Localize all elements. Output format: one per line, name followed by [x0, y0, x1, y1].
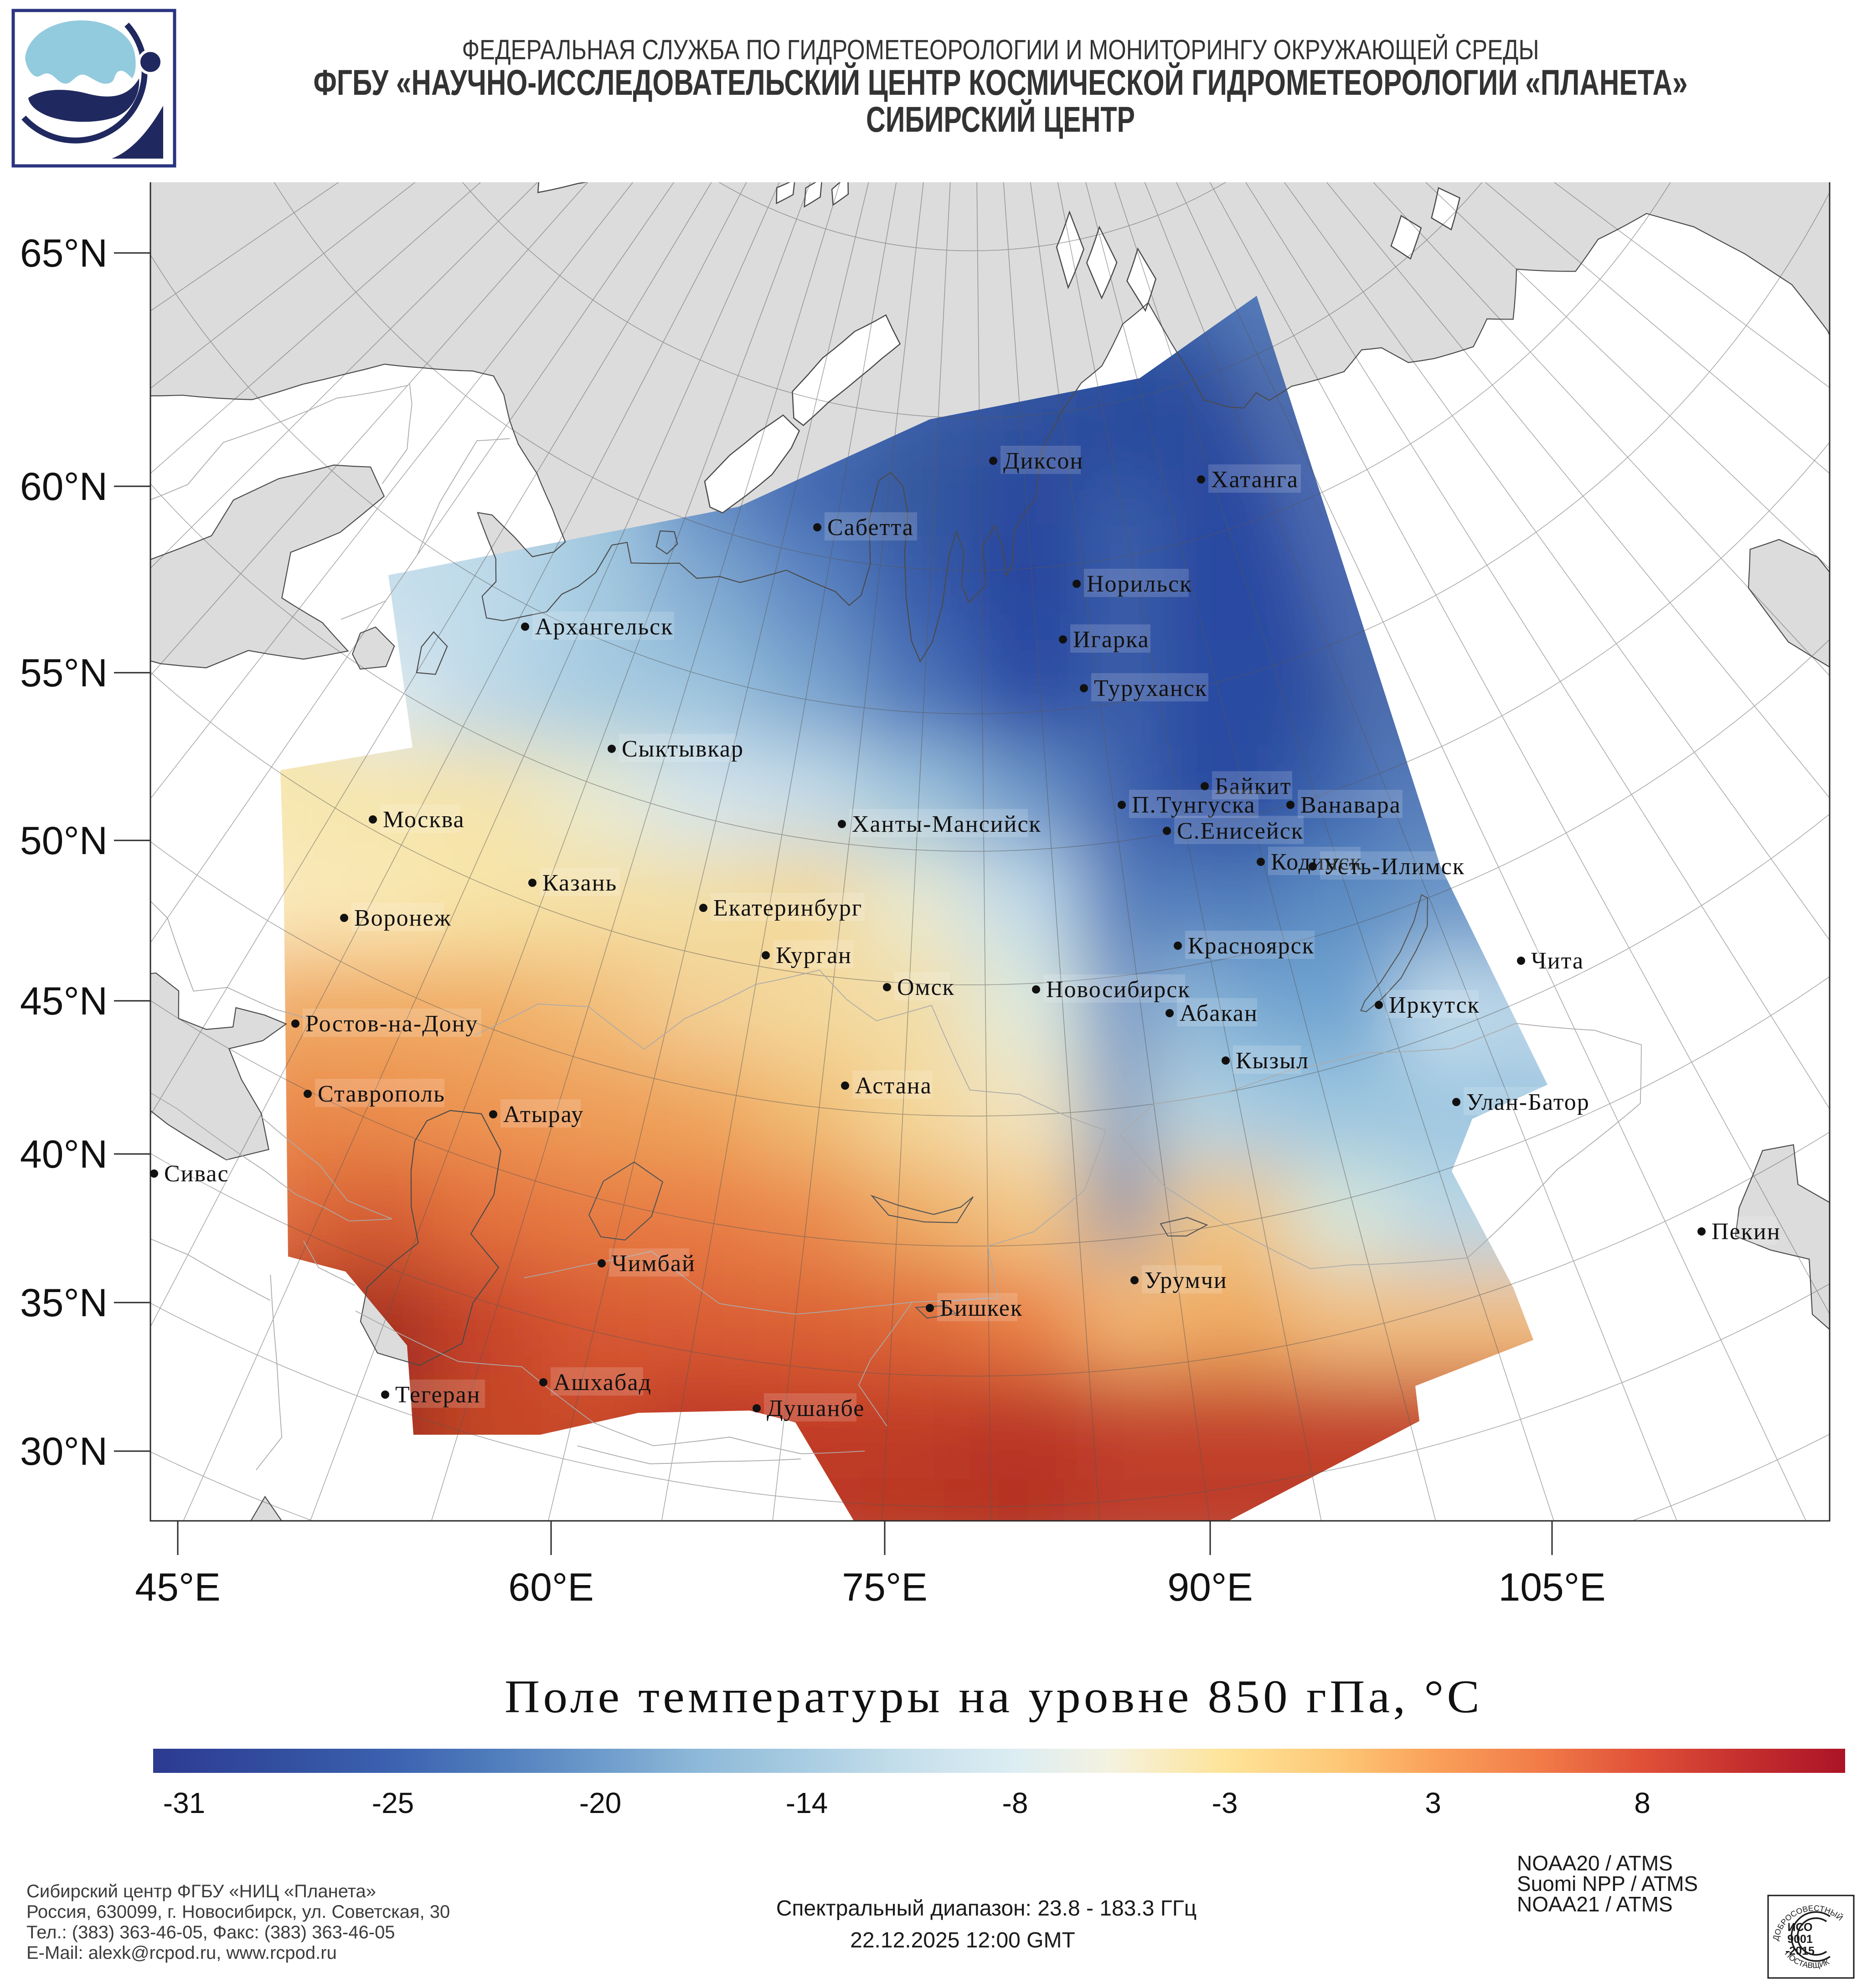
svg-text:Улан-Батор: Улан-Батор	[1466, 1089, 1590, 1115]
svg-text:Казань: Казань	[542, 870, 617, 896]
svg-text:60°N: 60°N	[20, 465, 108, 509]
svg-text:П.Тунгуска: П.Тунгуска	[1132, 792, 1256, 818]
svg-text:Урумчи: Урумчи	[1145, 1267, 1227, 1293]
svg-text:ФЕДЕРАЛЬНАЯ СЛУЖБА ПО ГИДРОМЕТ: ФЕДЕРАЛЬНАЯ СЛУЖБА ПО ГИДРОМЕТЕОРОЛОГИИ …	[462, 34, 1539, 65]
svg-text:Сыктывкар: Сыктывкар	[622, 736, 744, 762]
svg-text:E-Mail: alexk@rcpod.ru, www.rc: E-Mail: alexk@rcpod.ru, www.rcpod.ru	[26, 1943, 337, 1963]
svg-text:Бишкек: Бишкек	[940, 1295, 1023, 1321]
svg-text:-2015: -2015	[1785, 1945, 1815, 1957]
svg-text:Москва: Москва	[383, 807, 465, 833]
svg-text:-25: -25	[372, 1787, 414, 1819]
svg-text:Ставрополь: Ставрополь	[318, 1081, 445, 1107]
svg-text:Спектральный диапазон: 23.8 -: Спектральный диапазон: 23.8 - 183.3 ГГц	[776, 1896, 1197, 1921]
svg-text:105°E: 105°E	[1498, 1566, 1605, 1609]
svg-text:Норильск: Норильск	[1087, 571, 1192, 597]
svg-text:-3: -3	[1212, 1787, 1238, 1819]
svg-text:Воронеж: Воронеж	[354, 905, 452, 931]
svg-text:Туруханск: Туруханск	[1094, 675, 1207, 701]
svg-text:СИБИРСКИЙ ЦЕНТР: СИБИРСКИЙ ЦЕНТР	[866, 98, 1135, 139]
svg-text:90°E: 90°E	[1167, 1566, 1253, 1609]
svg-text:-31: -31	[163, 1787, 206, 1819]
svg-text:Кызыл: Кызыл	[1236, 1048, 1309, 1074]
svg-text:35°N: 35°N	[20, 1281, 108, 1325]
svg-text:Тел.: (383) 363-46-05, Факс: (: Тел.: (383) 363-46-05, Факс: (383) 363-4…	[26, 1922, 395, 1942]
svg-text:22.12.2025 12:00 GMT: 22.12.2025 12:00 GMT	[850, 1928, 1075, 1952]
svg-text:С.Енисейск: С.Енисейск	[1177, 818, 1304, 844]
svg-text:NOAA21 / ATMS: NOAA21 / ATMS	[1517, 1892, 1673, 1916]
svg-text:Тегеран: Тегеран	[395, 1382, 481, 1408]
svg-text:Екатеринбург: Екатеринбург	[713, 895, 862, 921]
svg-text:Усть-Илимск: Усть-Илимск	[1323, 854, 1465, 880]
svg-text:Хатанга: Хатанга	[1211, 467, 1299, 493]
svg-text:-8: -8	[1002, 1787, 1028, 1819]
svg-text:50°N: 50°N	[20, 819, 108, 863]
svg-text:40°N: 40°N	[20, 1133, 108, 1176]
svg-text:-20: -20	[579, 1787, 622, 1819]
svg-text:-14: -14	[786, 1787, 828, 1819]
svg-text:Ханты-Мансийск: Ханты-Мансийск	[852, 811, 1042, 837]
svg-text:Атырау: Атырау	[503, 1102, 584, 1128]
svg-text:Омск: Омск	[897, 974, 955, 1000]
svg-text:Красноярск: Красноярск	[1188, 933, 1315, 959]
svg-text:45°E: 45°E	[135, 1566, 220, 1609]
svg-text:Россия, 630099, г. Новосибирск: Россия, 630099, г. Новосибирск, ул. Сове…	[26, 1902, 450, 1922]
svg-text:Ашхабад: Ашхабад	[553, 1370, 652, 1396]
svg-text:Игарка: Игарка	[1073, 627, 1150, 653]
svg-text:30°N: 30°N	[20, 1430, 108, 1473]
svg-text:Астана: Астана	[855, 1073, 932, 1099]
svg-text:8: 8	[1634, 1787, 1650, 1819]
svg-text:Курган: Курган	[776, 942, 852, 968]
svg-text:Ростов-на-Дону: Ростов-на-Дону	[305, 1011, 478, 1037]
svg-text:Иркутск: Иркутск	[1389, 992, 1480, 1018]
svg-text:Новосибирск: Новосибирск	[1046, 977, 1191, 1003]
svg-text:Сабетта: Сабетта	[827, 515, 914, 541]
svg-text:60°E: 60°E	[508, 1566, 593, 1609]
svg-text:Сивас: Сивас	[164, 1161, 229, 1187]
svg-text:3: 3	[1425, 1787, 1441, 1819]
svg-text:45°N: 45°N	[20, 979, 108, 1023]
svg-text:Suomi NPP / ATMS: Suomi NPP / ATMS	[1517, 1872, 1698, 1895]
svg-text:NOAA20 / ATMS: NOAA20 / ATMS	[1517, 1851, 1673, 1875]
svg-text:ФГБУ «НАУЧНО-ИССЛЕДОВАТЕЛЬСКИЙ: ФГБУ «НАУЧНО-ИССЛЕДОВАТЕЛЬСКИЙ ЦЕНТР КОС…	[314, 62, 1688, 103]
svg-text:Пекин: Пекин	[1712, 1219, 1781, 1245]
svg-text:Диксон: Диксон	[1003, 448, 1083, 474]
svg-text:Кодинск: Кодинск	[1271, 849, 1362, 875]
svg-text:55°N: 55°N	[20, 651, 108, 695]
svg-text:Чимбай: Чимбай	[612, 1251, 696, 1277]
svg-text:Абакан: Абакан	[1180, 1000, 1258, 1026]
svg-text:Поле температуры на уровне 850: Поле температуры на уровне 850 гПа, °C	[505, 1671, 1483, 1723]
svg-text:75°E: 75°E	[842, 1566, 927, 1609]
svg-text:Архангельск: Архангельск	[535, 614, 674, 640]
svg-text:Сибирский центр ФГБУ «НИЦ «Пла: Сибирский центр ФГБУ «НИЦ «Планета»	[26, 1881, 376, 1901]
svg-text:Ванавара: Ванавара	[1300, 792, 1401, 818]
svg-text:Чита: Чита	[1531, 948, 1584, 974]
svg-text:65°N: 65°N	[20, 232, 108, 275]
svg-text:Душанбе: Душанбе	[767, 1396, 865, 1421]
svg-text:Байкит: Байкит	[1215, 773, 1292, 799]
svg-text:ИСО: ИСО	[1788, 1921, 1813, 1934]
svg-text:9001: 9001	[1787, 1933, 1813, 1946]
